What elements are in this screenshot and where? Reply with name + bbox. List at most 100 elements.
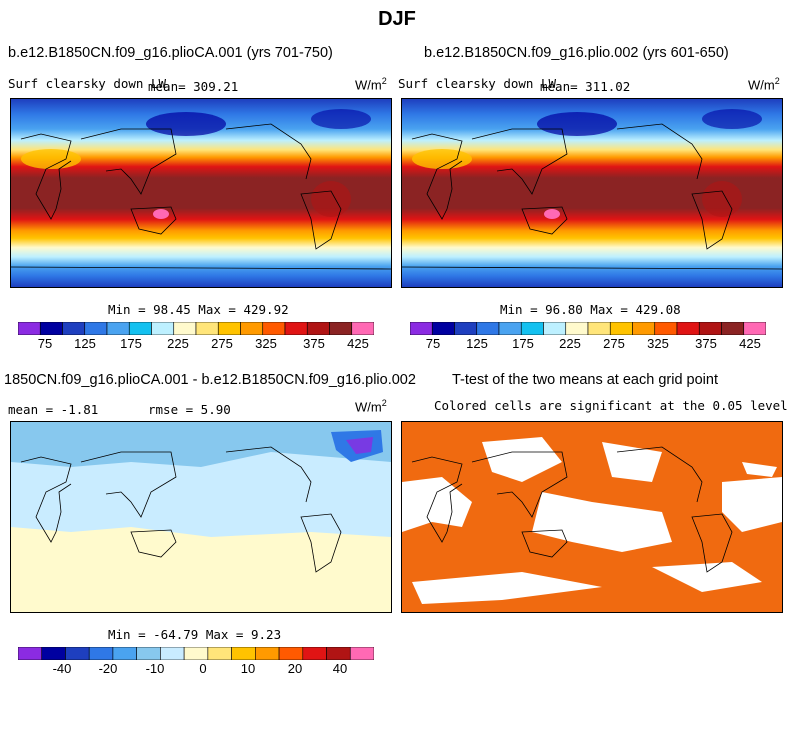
colorbar-abs-0-cell-12 <box>284 321 308 336</box>
colorbar-diff-0-cell-4 <box>112 646 137 661</box>
colorbar-diff-0-cell-6 <box>160 646 185 661</box>
panel3-coastlines <box>20 446 342 573</box>
panel1-tick-4: 275 <box>211 336 233 351</box>
panel1-colorbar <box>17 321 375 340</box>
colorbar-abs-1-cell-8 <box>587 321 611 336</box>
panel2-mean: mean= 311.02 <box>540 79 631 94</box>
panel4-map <box>401 421 783 613</box>
panel3-rmse: rmse = 5.90 <box>148 402 231 417</box>
colorbar-abs-0-cell-10 <box>240 321 264 336</box>
colorbar-abs-1-cell-13 <box>698 321 722 336</box>
panel3-tick-1: -20 <box>98 661 118 676</box>
panel4-nonsignificant-regions <box>402 437 782 604</box>
panel4-coastlines <box>411 446 733 573</box>
panel1-colorbar-svg <box>17 321 375 336</box>
colorbar-abs-1-cell-7 <box>565 321 589 336</box>
panel2-colorbar-ticks: 75 125 175 225 275 325 375 425 <box>410 336 766 352</box>
colorbar-diff-0-cell-13 <box>326 646 351 661</box>
panel3-mean: mean = -1.81 <box>8 402 99 417</box>
colorbar-abs-1-cell-4 <box>498 321 522 336</box>
colorbar-diff-0-cell-5 <box>136 646 161 661</box>
colorbar-abs-0-cell-4 <box>106 321 130 336</box>
panel1-units: W/m2 <box>355 76 387 93</box>
colorbar-diff-0-cell-8 <box>207 646 232 661</box>
colorbar-diff-0-cell-0 <box>17 646 43 661</box>
colorbar-abs-1-cell-11 <box>654 321 678 336</box>
panel2-coastlines <box>402 123 782 270</box>
panel2-tick-2: 175 <box>512 336 534 351</box>
panel3-tick-3: 0 <box>199 661 207 676</box>
panel3-tick-6: 40 <box>332 661 348 676</box>
colorbar-diff-0-cell-3 <box>88 646 114 661</box>
colorbar-abs-1-cell-6 <box>543 321 567 336</box>
panel1-tick-7: 425 <box>347 336 369 351</box>
panel4-map-svg <box>402 422 782 612</box>
panel1-title: b.e12.B1850CN.f09_g16.plioCA.001 (yrs 70… <box>8 45 333 61</box>
panel1-tick-0: 75 <box>37 336 53 351</box>
panel2-variable: Surf clearsky down LW <box>398 76 557 91</box>
panel4-title: T-test of the two means at each grid poi… <box>452 372 718 388</box>
panel1-mean: mean= 309.21 <box>148 79 239 94</box>
colorbar-abs-1-cell-3 <box>476 321 500 336</box>
panel2-units: W/m2 <box>748 76 780 93</box>
colorbar-diff-0-cell-10 <box>255 646 280 661</box>
panel1-coastlines <box>11 123 391 270</box>
panel3-tick-5: 20 <box>287 661 303 676</box>
panel4-subtitle: Colored cells are significant at the 0.0… <box>434 398 788 413</box>
panel2-tick-4: 275 <box>603 336 625 351</box>
colorbar-abs-0-cell-14 <box>329 321 353 336</box>
colorbar-abs-0-cell-11 <box>262 321 286 336</box>
colorbar-abs-1-cell-1 <box>431 321 455 336</box>
colorbar-abs-0-cell-3 <box>84 321 108 336</box>
colorbar-abs-0-cell-2 <box>62 321 86 336</box>
colorbar-diff-0-cell-11 <box>278 646 304 661</box>
colorbar-diff-0-cell-12 <box>302 646 327 661</box>
colorbar-abs-0-cell-1 <box>39 321 63 336</box>
colorbar-abs-1-cell-15 <box>743 321 767 336</box>
colorbar-abs-0-cell-6 <box>151 321 175 336</box>
panel1-tick-3: 225 <box>167 336 189 351</box>
panel2-title: b.e12.B1850CN.f09_g16.plio.002 (yrs 601-… <box>424 45 729 61</box>
panel1-colorbar-ticks: 75 125 175 225 275 325 375 425 <box>18 336 374 352</box>
colorbar-abs-0-cell-7 <box>173 321 197 336</box>
colorbar-abs-0-cell-9 <box>217 321 241 336</box>
panel3-title: 1850CN.f09_g16.plioCA.001 - b.e12.B1850C… <box>4 372 416 388</box>
panel2-tick-3: 225 <box>559 336 581 351</box>
panel3-colorbar <box>17 646 375 665</box>
panel1-tick-2: 175 <box>120 336 142 351</box>
panel2-map-svg <box>402 99 782 287</box>
colorbar-abs-0-cell-15 <box>351 321 375 336</box>
panel1-tick-5: 325 <box>255 336 277 351</box>
colorbar-abs-1-cell-0 <box>409 321 433 336</box>
colorbar-abs-1-cell-9 <box>609 321 633 336</box>
colorbar-abs-0-cell-0 <box>17 321 41 336</box>
panel3-colorbar-svg <box>17 646 375 661</box>
colorbar-abs-0-cell-8 <box>195 321 219 336</box>
panel3-tick-2: -10 <box>145 661 165 676</box>
colorbar-abs-1-cell-10 <box>632 321 656 336</box>
colorbar-diff-0-cell-2 <box>65 646 90 661</box>
colorbar-abs-1-cell-12 <box>676 321 700 336</box>
colorbar-diff-0-cell-7 <box>183 646 209 661</box>
colorbar-abs-1-cell-5 <box>520 321 544 336</box>
panel2-tick-7: 425 <box>739 336 761 351</box>
panel2-colorbar <box>409 321 767 340</box>
panel3-map <box>10 421 392 613</box>
panel2-tick-5: 325 <box>647 336 669 351</box>
panel2-tick-6: 375 <box>695 336 717 351</box>
colorbar-abs-0-cell-13 <box>306 321 330 336</box>
panel1-map-svg <box>11 99 391 287</box>
panel2-map <box>401 98 783 288</box>
colorbar-diff-0-cell-14 <box>349 646 375 661</box>
colorbar-diff-0-cell-9 <box>231 646 256 661</box>
panel3-stats: Min = -64.79 Max = 9.23 <box>108 627 282 642</box>
panel1-tick-1: 125 <box>74 336 96 351</box>
panel2-colorbar-svg <box>409 321 767 336</box>
panel1-stats: Min = 98.45 Max = 429.92 <box>108 302 289 317</box>
panel1-map <box>10 98 392 288</box>
colorbar-abs-1-cell-14 <box>721 321 745 336</box>
panel3-tick-4: 10 <box>240 661 256 676</box>
colorbar-abs-1-cell-2 <box>454 321 478 336</box>
panel2-stats: Min = 96.80 Max = 429.08 <box>500 302 681 317</box>
panel2-tick-1: 125 <box>466 336 488 351</box>
